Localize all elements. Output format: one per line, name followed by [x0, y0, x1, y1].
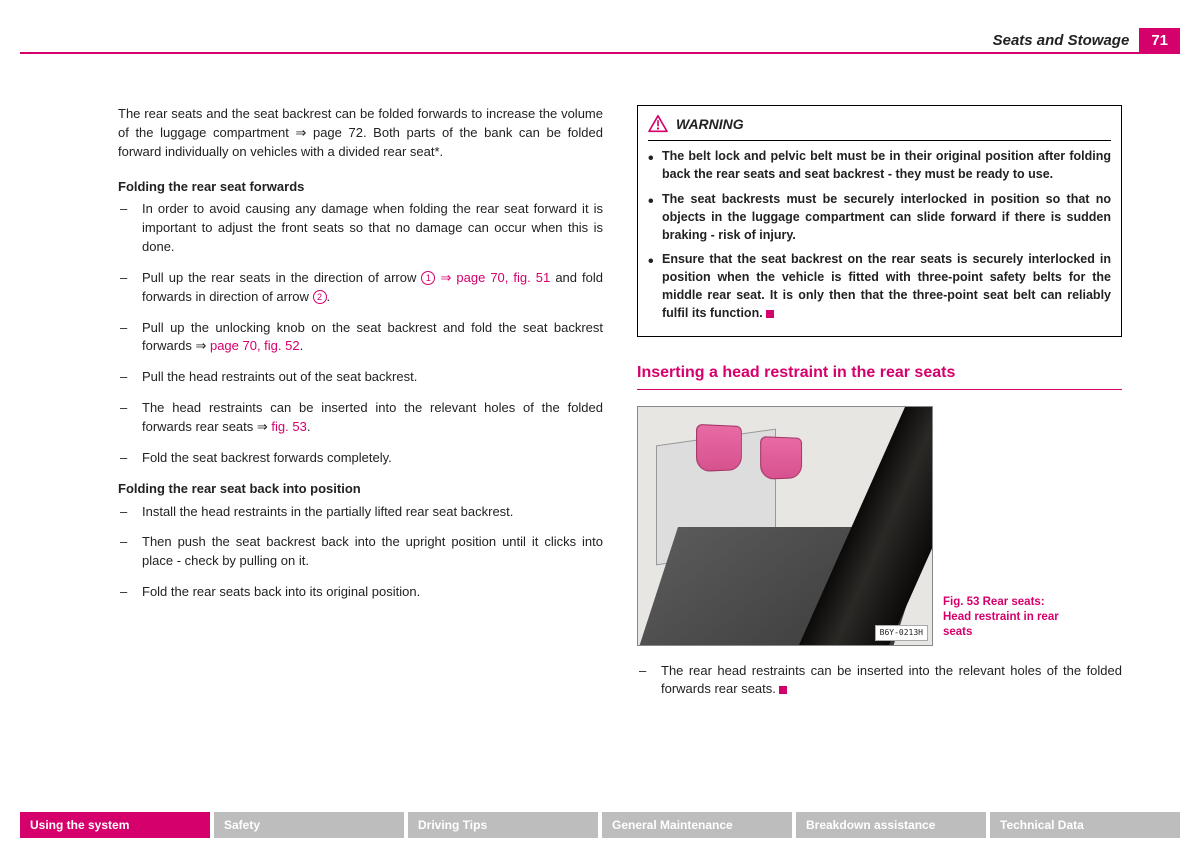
figure-note: The rear head restraints can be inserted… [637, 662, 1122, 700]
subheading-fold-forward: Folding the rear seat forwards [118, 178, 603, 197]
warning-box: WARNING The belt lock and pelvic belt mu… [637, 105, 1122, 337]
end-marker-icon [766, 310, 774, 318]
right-column: WARNING The belt lock and pelvic belt mu… [637, 105, 1122, 711]
warning-label: WARNING [676, 114, 744, 134]
intro-paragraph: The rear seats and the seat backrest can… [118, 105, 603, 162]
step-item: Fold the rear seats back into its origin… [118, 583, 603, 602]
tab-general-maintenance[interactable]: General Maintenance [602, 812, 792, 838]
section-title: Seats and Stowage [993, 32, 1130, 49]
xref-link[interactable]: page 70, fig. 52 [210, 338, 300, 353]
step-item: Then push the seat backrest back into th… [118, 533, 603, 571]
warning-heading: WARNING [648, 114, 1111, 141]
step-item: Pull up the rear seats in the direction … [118, 269, 603, 307]
left-column: The rear seats and the seat backrest can… [118, 105, 603, 711]
step-item: The head restraints can be inserted into… [118, 399, 603, 437]
figure-code: B6Y-0213H [875, 625, 928, 641]
steps-fold-back: Install the head restraints in the parti… [118, 503, 603, 602]
tab-driving-tips[interactable]: Driving Tips [408, 812, 598, 838]
page-number: 71 [1139, 28, 1180, 53]
figure-row: B6Y-0213H Fig. 53 Rear seats: Head restr… [637, 406, 1122, 646]
section-heading: Inserting a head restraint in the rear s… [637, 361, 1122, 389]
figure-note-list: The rear head restraints can be inserted… [637, 662, 1122, 700]
figure-illustration: B6Y-0213H [637, 406, 933, 646]
step-item: Pull the head restraints out of the seat… [118, 368, 603, 387]
tab-technical-data[interactable]: Technical Data [990, 812, 1180, 838]
xref-link[interactable]: fig. 53 [271, 419, 306, 434]
footer-tabs: Using the system Safety Driving Tips Gen… [20, 812, 1180, 838]
tab-breakdown-assistance[interactable]: Breakdown assistance [796, 812, 986, 838]
end-marker-icon [779, 686, 787, 694]
step-item: Pull up the unlocking knob on the seat b… [118, 319, 603, 357]
warning-item: The belt lock and pelvic belt must be in… [648, 147, 1111, 183]
callout-2: 2 [313, 290, 327, 304]
step-item: In order to avoid causing any damage whe… [118, 200, 603, 257]
callout-1: 1 [421, 271, 435, 285]
steps-fold-forward: In order to avoid causing any damage whe… [118, 200, 603, 467]
warning-item: The seat backrests must be securely inte… [648, 190, 1111, 244]
tab-safety[interactable]: Safety [214, 812, 404, 838]
step-item: Fold the seat backrest forwards complete… [118, 449, 603, 468]
illustration-content [638, 407, 932, 645]
warning-item: Ensure that the seat backrest on the rea… [648, 250, 1111, 323]
step-item: Install the head restraints in the parti… [118, 503, 603, 522]
tab-using-the-system[interactable]: Using the system [20, 812, 210, 838]
subheading-fold-back: Folding the rear seat back into position [118, 480, 603, 499]
header-bar: Seats and Stowage 71 [20, 28, 1180, 54]
warning-triangle-icon [648, 115, 668, 133]
content-area: The rear seats and the seat backrest can… [118, 105, 1122, 711]
warning-list: The belt lock and pelvic belt must be in… [648, 147, 1111, 322]
xref-link[interactable]: page 70, fig. 51 [456, 270, 550, 285]
figure-caption: Fig. 53 Rear seats: Head restraint in re… [943, 595, 1073, 646]
